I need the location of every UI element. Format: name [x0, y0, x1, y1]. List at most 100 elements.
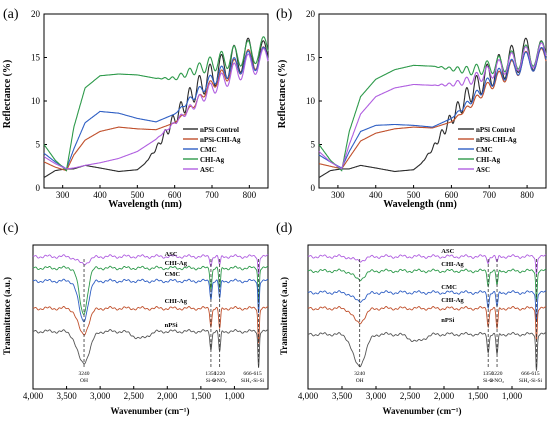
series-line-asc	[32, 254, 269, 275]
series-line-chi-ag	[32, 306, 268, 344]
x-tick-label: 300	[331, 190, 345, 200]
y-tick-label: 10	[31, 96, 41, 106]
series-label-chi-ag: CHI-Ag	[441, 261, 464, 268]
peak-annotation-label: 1220	[214, 371, 225, 377]
panel-label-b: (b)	[276, 7, 293, 22]
y-tick-label: 0	[311, 183, 316, 193]
legend-entry-cmc: CMC	[200, 146, 217, 154]
x-tick-label: 1,000	[502, 391, 523, 401]
x-tick-label: 800	[243, 190, 257, 200]
x-axis-label: Wavenumber (cm⁻¹)	[110, 406, 189, 416]
series-label-cmc: CMC	[165, 271, 181, 278]
legend-entry-npsi-control: nPSi Control	[476, 126, 515, 134]
panel-label-c: (c)	[3, 221, 19, 236]
x-tick-label: 4,000	[298, 391, 319, 401]
peak-annotation-label: 666-615	[243, 371, 262, 377]
series-label-cmc: CMC	[441, 284, 457, 291]
plot-frame	[32, 244, 269, 390]
panel-d-ftir-chart: (d) Transmittance (a.u.) Wavenumber (cm⁻…	[276, 221, 547, 416]
series-line-npsi-chi-ag	[43, 46, 269, 172]
plot-frame	[43, 13, 269, 189]
peak-annotation-label: 3240	[354, 371, 365, 377]
series-line-cmc	[307, 290, 547, 322]
series-line-chi-ag	[32, 265, 269, 316]
peak-annotation-label: OH	[80, 378, 88, 384]
peak-annotation-label: OH	[356, 378, 364, 384]
legend-entry-chi-ag: CHI-Ag	[200, 156, 225, 164]
x-axis-label: Wavenumber (cm⁻¹)	[382, 406, 461, 416]
series-label-chi-ag: CHI-Ag	[441, 297, 464, 304]
series-line-cmc	[32, 278, 268, 323]
series-line-asc	[43, 47, 269, 170]
x-tick-label: 3,500	[56, 391, 77, 401]
y-axis-label: Reflectance (%)	[277, 60, 288, 129]
x-axis-label: Wavelength (nm)	[383, 199, 457, 210]
peak-annotation-label: 666-615	[521, 371, 540, 377]
x-tick-label: 3,000	[90, 391, 111, 401]
y-tick-label: 10	[306, 96, 316, 106]
peak-annotation-label: SiH₂-Si-Si	[241, 378, 265, 384]
x-tick-label: 1,500	[191, 391, 212, 401]
series-line-chi-ag	[307, 268, 547, 301]
panel-b-reflectance-chart: (b) Reflectance (%) Wavelength (nm) nPSi…	[276, 7, 547, 210]
legend-entry-npsi-chi-ag: nPSi-CHI-Ag	[200, 136, 241, 144]
legend-entry-asc: ASC	[200, 166, 214, 174]
legend-entry-npsi-chi-ag: nPSi-CHI-Ag	[476, 136, 517, 144]
legend-entry-asc: ASC	[476, 166, 490, 174]
x-tick-label: 500	[407, 190, 421, 200]
x-tick-label: 1,500	[468, 391, 489, 401]
peak-annotation-label: 3240	[79, 371, 90, 377]
plot-frame	[307, 244, 547, 390]
panel-a-reflectance-chart: (a) Reflectance (%) Wavelength (nm) nPSi…	[2, 7, 269, 210]
x-tick-label: 600	[168, 190, 182, 200]
series-line-asc	[307, 254, 547, 275]
series-line-chi-ag	[43, 36, 269, 172]
legend-entry-cmc: CMC	[476, 146, 493, 154]
peak-annotation-label: 1350	[483, 371, 494, 377]
y-axis-label: Reflectance (%)	[2, 60, 13, 129]
series-label-npsi: nPSi	[165, 322, 178, 329]
panel-c-ftir-chart: (c) Transmittance (a.u.) Wavenumber (cm⁻…	[2, 221, 269, 416]
series-line-cmc	[43, 46, 269, 170]
y-axis-label: Transmittance (a.u.)	[279, 277, 289, 355]
y-tick-label: 5	[311, 140, 316, 150]
peak-annotation-label: Si-O	[206, 378, 216, 384]
x-tick-label: 600	[445, 190, 459, 200]
peak-annotation-label: a-NO₂	[490, 378, 504, 384]
x-tick-label: 2,000	[157, 391, 178, 401]
series-line-chi-ag	[307, 306, 546, 341]
series-label-asc: ASC	[165, 251, 178, 258]
legend: nPSi Control nPSi-CHI-Ag CMC CHI-Ag ASC	[476, 126, 517, 174]
x-tick-label: 3,500	[332, 391, 353, 401]
series-line-npsi	[32, 329, 268, 368]
y-tick-label: 15	[31, 53, 41, 63]
peak-annotation-label: a-NO₂	[213, 378, 227, 384]
x-tick-label: 400	[93, 190, 107, 200]
x-tick-label: 2,500	[400, 391, 421, 401]
legend-entry-npsi-control: nPSi Control	[200, 126, 239, 134]
series-line-asc	[318, 42, 547, 170]
x-tick-label: 300	[56, 190, 70, 200]
panel-label-d: (d)	[276, 221, 293, 236]
y-tick-label: 15	[306, 53, 316, 63]
peak-annotation-label: 1350	[205, 371, 216, 377]
x-tick-label: 800	[520, 190, 534, 200]
x-tick-label: 3,000	[366, 391, 387, 401]
plot-frame	[318, 13, 547, 189]
y-tick-label: 20	[306, 9, 316, 19]
x-tick-label: 500	[131, 190, 145, 200]
panel-label-a: (a)	[3, 7, 19, 22]
legend: nPSi Control nPSi-CHI-Ag CMC CHI-Ag ASC	[200, 126, 241, 174]
y-tick-label: 0	[36, 183, 41, 193]
y-axis-label: Transmittance (a.u.)	[2, 277, 12, 355]
series-label-asc: ASC	[441, 248, 454, 255]
x-tick-label: 1,000	[224, 391, 245, 401]
y-tick-label: 5	[36, 140, 41, 150]
series-label-chi-ag: CHI-Ag	[165, 260, 188, 267]
y-tick-label: 20	[31, 9, 41, 19]
x-tick-label: 4,000	[23, 391, 44, 401]
peak-annotation-label: Si-O	[483, 378, 493, 384]
series-label-npsi: nPSi	[441, 317, 454, 324]
x-tick-label: 700	[205, 190, 219, 200]
